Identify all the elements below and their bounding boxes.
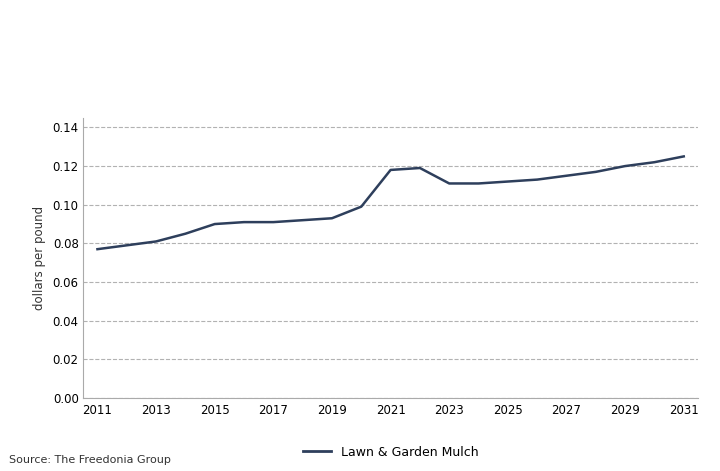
Text: Source: The Freedonia Group: Source: The Freedonia Group: [9, 455, 171, 465]
Legend: Lawn & Garden Mulch: Lawn & Garden Mulch: [298, 441, 483, 463]
Y-axis label: dollars per pound: dollars per pound: [32, 206, 45, 310]
Text: Figure 3-3.
Lawn & Garden Mulch Pricing,
2011 – 2031
(dollars per pound): Figure 3-3. Lawn & Garden Mulch Pricing,…: [9, 7, 221, 72]
Text: Freedonia: Freedonia: [593, 108, 663, 122]
